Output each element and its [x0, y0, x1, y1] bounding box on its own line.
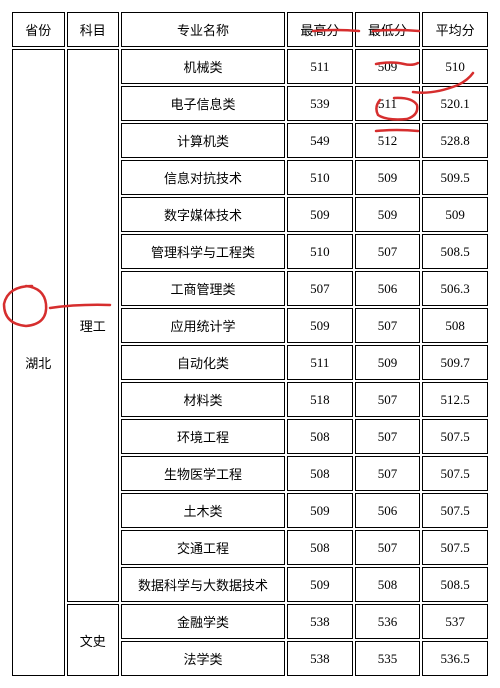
- high-cell: 510: [287, 160, 353, 195]
- table-row: 湖北理工机械类511509510: [12, 49, 488, 84]
- avg-cell: 537: [422, 604, 488, 639]
- low-cell: 509: [355, 197, 421, 232]
- high-cell: 518: [287, 382, 353, 417]
- high-cell: 549: [287, 123, 353, 158]
- header-low: 最低分: [355, 12, 421, 47]
- major-cell: 工商管理类: [121, 271, 285, 306]
- high-cell: 508: [287, 419, 353, 454]
- low-cell: 507: [355, 382, 421, 417]
- major-cell: 材料类: [121, 382, 285, 417]
- table-row: 文史金融学类538536537: [12, 604, 488, 639]
- high-cell: 507: [287, 271, 353, 306]
- avg-cell: 508.5: [422, 567, 488, 602]
- low-cell: 506: [355, 493, 421, 528]
- low-cell: 507: [355, 234, 421, 269]
- major-cell: 信息对抗技术: [121, 160, 285, 195]
- high-cell: 511: [287, 345, 353, 380]
- low-cell: 512: [355, 123, 421, 158]
- high-cell: 508: [287, 456, 353, 491]
- avg-cell: 506.3: [422, 271, 488, 306]
- low-cell: 507: [355, 530, 421, 565]
- avg-cell: 507.5: [422, 493, 488, 528]
- high-cell: 511: [287, 49, 353, 84]
- low-cell: 535: [355, 641, 421, 676]
- major-cell: 管理科学与工程类: [121, 234, 285, 269]
- avg-cell: 509.5: [422, 160, 488, 195]
- header-high: 最高分: [287, 12, 353, 47]
- major-cell: 数据科学与大数据技术: [121, 567, 285, 602]
- avg-cell: 508.5: [422, 234, 488, 269]
- major-cell: 应用统计学: [121, 308, 285, 343]
- major-cell: 计算机类: [121, 123, 285, 158]
- low-cell: 509: [355, 345, 421, 380]
- avg-cell: 507.5: [422, 530, 488, 565]
- major-cell: 法学类: [121, 641, 285, 676]
- header-major: 专业名称: [121, 12, 285, 47]
- avg-cell: 510: [422, 49, 488, 84]
- header-avg: 平均分: [422, 12, 488, 47]
- low-cell: 509: [355, 49, 421, 84]
- header-subject: 科目: [67, 12, 120, 47]
- high-cell: 508: [287, 530, 353, 565]
- major-cell: 自动化类: [121, 345, 285, 380]
- high-cell: 509: [287, 308, 353, 343]
- avg-cell: 509: [422, 197, 488, 232]
- major-cell: 电子信息类: [121, 86, 285, 121]
- major-cell: 数字媒体技术: [121, 197, 285, 232]
- high-cell: 509: [287, 197, 353, 232]
- high-cell: 538: [287, 604, 353, 639]
- low-cell: 536: [355, 604, 421, 639]
- low-cell: 507: [355, 419, 421, 454]
- major-cell: 交通工程: [121, 530, 285, 565]
- header-row: 省份 科目 专业名称 最高分 最低分 平均分: [12, 12, 488, 47]
- low-cell: 507: [355, 308, 421, 343]
- avg-cell: 509.7: [422, 345, 488, 380]
- major-cell: 土木类: [121, 493, 285, 528]
- avg-cell: 536.5: [422, 641, 488, 676]
- subject-cell: 文史: [67, 604, 120, 676]
- avg-cell: 520.1: [422, 86, 488, 121]
- high-cell: 538: [287, 641, 353, 676]
- low-cell: 507: [355, 456, 421, 491]
- high-cell: 539: [287, 86, 353, 121]
- subject-cell: 理工: [67, 49, 120, 602]
- major-cell: 生物医学工程: [121, 456, 285, 491]
- low-cell: 509: [355, 160, 421, 195]
- avg-cell: 528.8: [422, 123, 488, 158]
- high-cell: 509: [287, 493, 353, 528]
- major-cell: 金融学类: [121, 604, 285, 639]
- avg-cell: 507.5: [422, 419, 488, 454]
- low-cell: 506: [355, 271, 421, 306]
- high-cell: 510: [287, 234, 353, 269]
- major-cell: 环境工程: [121, 419, 285, 454]
- low-cell: 508: [355, 567, 421, 602]
- score-table: 省份 科目 专业名称 最高分 最低分 平均分 湖北理工机械类511509510电…: [10, 10, 490, 678]
- header-province: 省份: [12, 12, 65, 47]
- high-cell: 509: [287, 567, 353, 602]
- avg-cell: 512.5: [422, 382, 488, 417]
- avg-cell: 507.5: [422, 456, 488, 491]
- province-cell: 湖北: [12, 49, 65, 676]
- low-cell: 511: [355, 86, 421, 121]
- major-cell: 机械类: [121, 49, 285, 84]
- avg-cell: 508: [422, 308, 488, 343]
